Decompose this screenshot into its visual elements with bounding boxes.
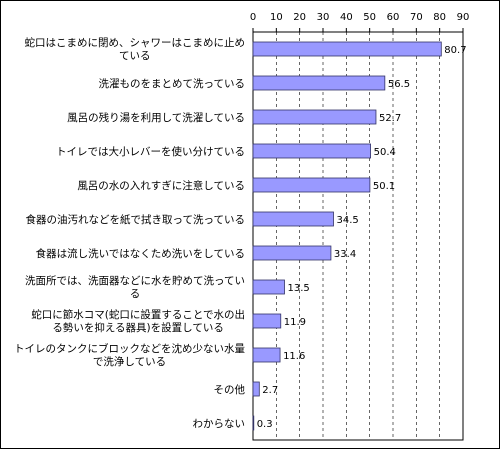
x-tick-label: 10 <box>270 12 283 23</box>
x-tick-label: 90 <box>457 12 470 23</box>
x-tick-label: 20 <box>293 12 306 23</box>
bar <box>252 245 332 261</box>
bar <box>252 41 442 57</box>
category-label: 蛇口に節水コマ(蛇口に設置することで水の出 <box>31 308 245 321</box>
bar <box>252 143 371 159</box>
x-tick-label: 40 <box>340 12 353 23</box>
bar-value-label: 11.9 <box>284 317 306 328</box>
bar <box>252 381 260 397</box>
bar-value-label: 2.7 <box>262 385 278 396</box>
category-label-line2: で洗浄している <box>93 355 166 368</box>
bar <box>252 177 371 193</box>
bar <box>252 109 377 125</box>
bar <box>252 211 334 227</box>
bar-value-label: 50.4 <box>374 147 396 158</box>
x-tick-label: 30 <box>317 12 330 23</box>
bar <box>252 279 285 295</box>
bar <box>252 347 281 363</box>
category-label: 風呂の水の入れすぎに注意している <box>77 179 245 192</box>
category-label: 風呂の残り湯を利用して洗濯している <box>67 111 245 124</box>
bar-value-label: 50.1 <box>373 181 395 192</box>
category-label: 洗濯ものをまとめて洗っている <box>99 78 245 90</box>
category-label: 食器は流し洗いではなくため洗いをしている <box>36 247 245 260</box>
category-label: 蛇口はこまめに閉め、シャワーはこまめに止め <box>25 36 246 49</box>
category-label: 食器の油汚れなどを紙で拭き取って洗っている <box>26 213 245 226</box>
bar-value-label: 56.5 <box>388 79 410 90</box>
bar-value-label: 52.7 <box>379 113 401 124</box>
bar-value-label: 13.5 <box>288 283 310 294</box>
bar <box>252 75 386 91</box>
category-label-line2: る <box>130 288 141 300</box>
plot-area <box>252 31 464 441</box>
bar <box>252 313 282 329</box>
bar-value-label: 33.4 <box>334 249 356 260</box>
bar-value-label: 80.7 <box>444 45 466 56</box>
bar-value-label: 0.3 <box>257 419 273 430</box>
x-tick-label: 80 <box>433 12 446 23</box>
x-tick-label: 50 <box>363 12 376 23</box>
category-label: トイレでは大小レバーを使い分けている <box>56 145 245 158</box>
category-label-line2: ている <box>119 50 151 62</box>
bar <box>252 415 255 431</box>
bar-value-label: 34.5 <box>337 215 359 226</box>
x-tick-label: 70 <box>410 12 423 23</box>
x-tick-label: 60 <box>387 12 400 23</box>
category-label: その他 <box>214 383 246 396</box>
x-tick-label: 0 <box>250 12 256 23</box>
category-label: わからない <box>193 418 246 430</box>
category-label: 洗面所では、洗面器などに水を貯めて洗ってい <box>25 275 245 287</box>
category-label-line2: る勢いを抑える器具)を設置している <box>52 321 223 334</box>
bar-value-label: 11.6 <box>283 351 305 362</box>
category-label: トイレのタンクにブロックなどを沈め少ない水量 <box>14 342 245 355</box>
